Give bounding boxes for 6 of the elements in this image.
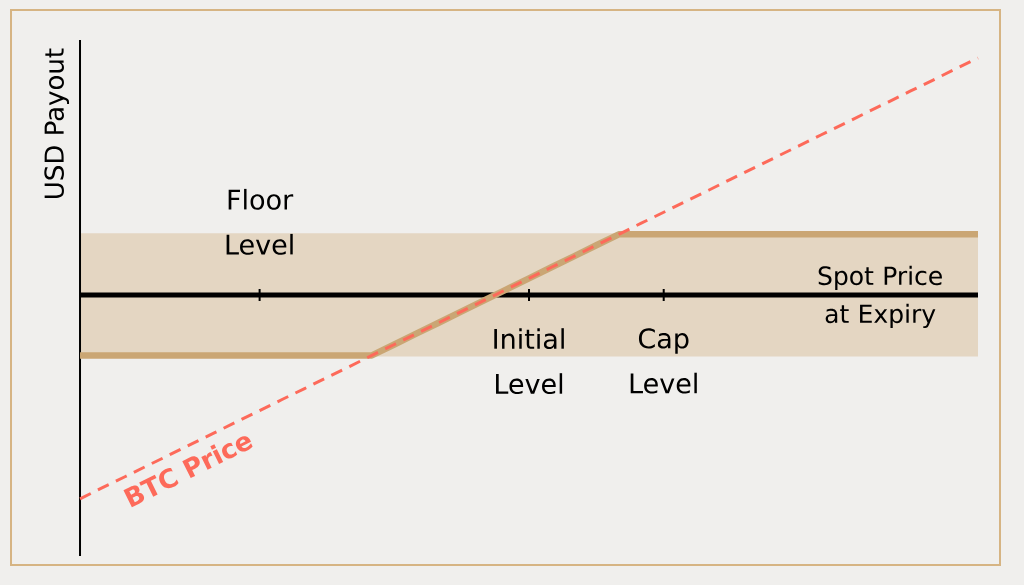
x-tick-label: Floor Level <box>226 188 294 255</box>
y-axis-title: USD Payout <box>44 48 70 198</box>
x-tick-label: Cap Level <box>630 328 697 394</box>
x-tick-label: Initial Level <box>494 328 564 395</box>
x-axis-title: Spot Price at Expiry <box>818 265 942 329</box>
text: BTC Price <box>123 436 253 508</box>
